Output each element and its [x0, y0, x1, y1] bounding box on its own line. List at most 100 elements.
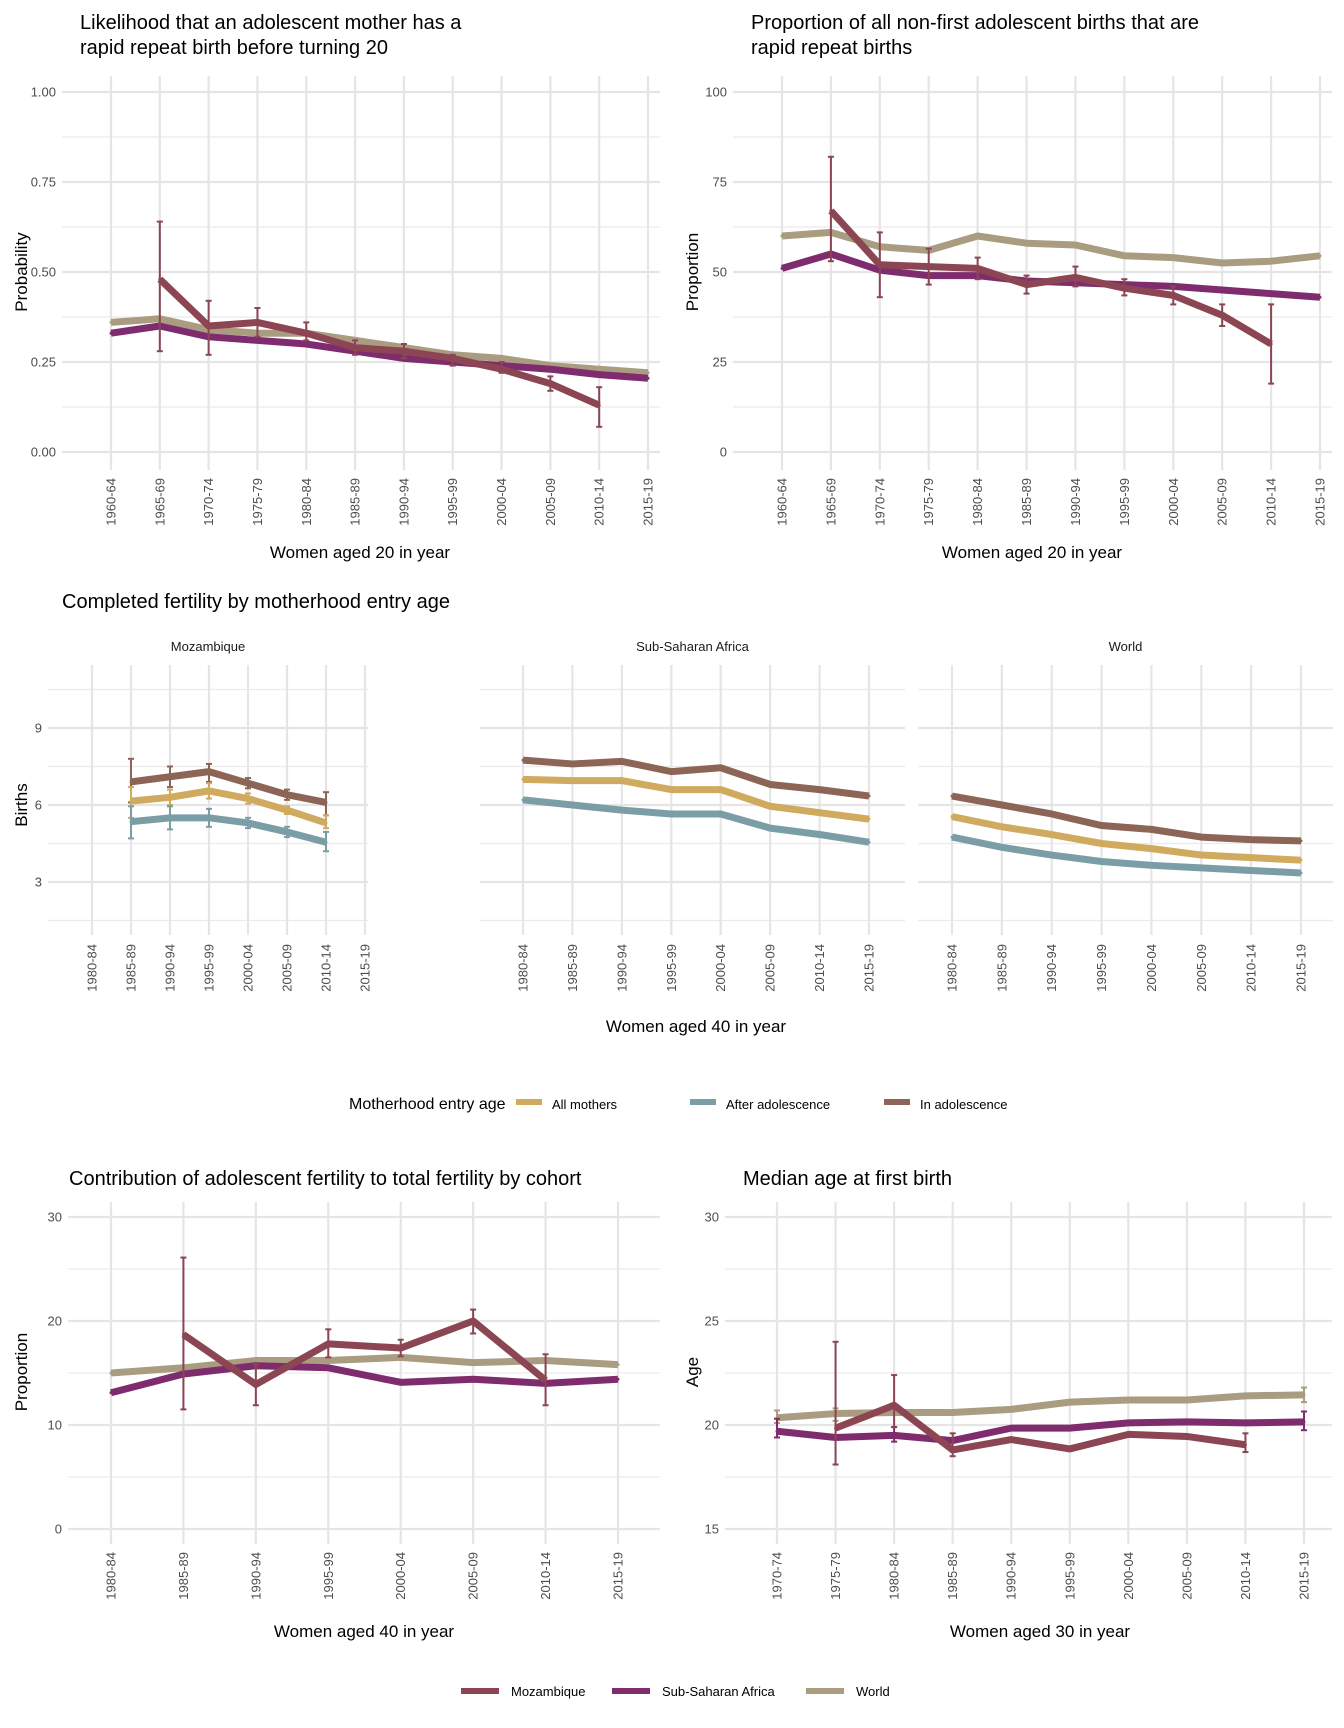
data-point	[620, 779, 624, 783]
data-point	[168, 775, 172, 779]
series-marks	[950, 792, 1303, 877]
data-point	[1220, 288, 1224, 292]
series-all-mothers	[521, 775, 871, 823]
gridlines	[68, 1202, 660, 1544]
panel-title-line-2: rapid repeat birth before turning 20	[80, 37, 388, 59]
legend-motherhood-entry-age: Motherhood entry age All mothers After ad…	[349, 1096, 1007, 1113]
x-axis-title: Women aged 20 in year	[270, 543, 451, 562]
x-tick-label: 2005-09	[1194, 944, 1209, 992]
data-point	[1122, 286, 1126, 290]
y-tick-label: 25	[705, 1314, 719, 1329]
data-point	[570, 803, 574, 807]
y-tick-label: 100	[705, 85, 727, 100]
y-tick-label: 0	[55, 1522, 62, 1537]
data-point	[1068, 1426, 1072, 1430]
series-after-adolescence	[950, 833, 1303, 877]
series-world	[109, 315, 650, 377]
x-tick-label: 2015-19	[1294, 944, 1309, 992]
y-tick-label: 0.00	[31, 445, 56, 460]
data-point	[285, 793, 289, 797]
data-point	[1050, 833, 1054, 837]
series-line	[181, 1317, 548, 1388]
panel-title-line-1: Likelihood that an adolescent mother has…	[80, 12, 462, 34]
legend-item-after-adolescence: After adolescence	[690, 1097, 830, 1112]
data-point	[768, 782, 772, 786]
data-point	[1050, 853, 1054, 857]
series-line	[157, 276, 601, 409]
x-tick-label: 2015-19	[641, 478, 656, 526]
series-line	[828, 208, 1273, 348]
y-tick-label: 9	[35, 721, 42, 736]
data-point	[1299, 858, 1303, 862]
series-mozambique	[827, 155, 1275, 385]
data-point	[1299, 839, 1303, 843]
data-point	[304, 342, 308, 346]
data-point	[521, 798, 525, 802]
data-point	[129, 820, 133, 824]
data-point	[1068, 1447, 1072, 1451]
data-point	[129, 799, 133, 803]
data-point	[1185, 1420, 1189, 1424]
x-axis-title: Women aged 40 in year	[606, 1017, 787, 1036]
data-point	[878, 263, 882, 267]
x-tick-label: 1985-89	[565, 944, 580, 992]
data-point	[109, 331, 113, 335]
x-tick-label: 2010-14	[812, 944, 827, 992]
data-point	[620, 759, 624, 763]
data-point	[1009, 1438, 1013, 1442]
data-point	[285, 808, 289, 812]
data-point	[326, 1359, 330, 1363]
x-tick-labels: 1980-84 1985-89 1990-94 1995-99 2000-04 2005-…	[85, 944, 373, 992]
data-point	[471, 1319, 475, 1323]
data-point	[669, 770, 673, 774]
series-marks	[780, 155, 1322, 385]
data-point	[521, 777, 525, 781]
y-tick-labels: 15 20 25 30	[705, 1210, 719, 1537]
legend-swatch	[690, 1099, 716, 1105]
data-point	[719, 812, 723, 816]
y-axis-title: Age	[683, 1357, 702, 1387]
data-point	[616, 1363, 620, 1367]
data-point	[1269, 292, 1273, 296]
data-point	[451, 356, 455, 360]
x-tick-label: 2010-14	[538, 1552, 553, 1600]
data-point	[324, 840, 328, 844]
gridlines	[725, 1202, 1332, 1544]
y-tick-label: 15	[705, 1522, 719, 1537]
x-tick-label: 2000-04	[1166, 478, 1181, 526]
x-tick-label: 2015-19	[1297, 1552, 1312, 1600]
data-point	[834, 1426, 838, 1430]
x-tick-label: 1965-69	[152, 478, 167, 526]
legend-label: In adolescence	[920, 1097, 1007, 1112]
x-tick-label: 2000-04	[1121, 1552, 1136, 1600]
series-marks	[774, 1340, 1307, 1466]
series-line	[130, 787, 328, 827]
data-point	[521, 758, 525, 762]
data-point	[669, 788, 673, 792]
data-point	[867, 794, 871, 798]
y-tick-label: 0	[720, 445, 727, 460]
series-marks	[521, 756, 871, 846]
data-point	[892, 1403, 896, 1407]
x-tick-label: 1965-69	[823, 478, 838, 526]
data-point	[1220, 261, 1224, 265]
legend-label: Sub-Saharan Africa	[662, 1684, 776, 1699]
facet-world: World 1980-84 1985-89 1990-94 1995-99 2000-04…	[918, 639, 1333, 992]
panel-title: Contribution of adolescent fertility to …	[69, 1168, 582, 1190]
x-tick-label: 1995-99	[321, 1552, 336, 1600]
x-tick-label: 2010-14	[319, 944, 334, 992]
data-point	[246, 797, 250, 801]
y-tick-labels: 0 10 20 30	[48, 1210, 62, 1537]
y-tick-label: 50	[713, 265, 727, 280]
data-point	[1009, 1407, 1013, 1411]
data-point	[1185, 1398, 1189, 1402]
data-point	[597, 367, 601, 371]
y-axis-title: Proportion	[12, 1333, 31, 1411]
x-tick-label: 2005-09	[1215, 478, 1230, 526]
data-point	[597, 403, 601, 407]
x-tick-labels: 1980-84 1985-89 1990-94 1995-99 2000-04 2005-…	[945, 944, 1309, 992]
series-line	[834, 1401, 1246, 1454]
series-in-adolescence	[950, 792, 1303, 845]
data-point	[1243, 1421, 1247, 1425]
data-point	[1149, 827, 1153, 831]
